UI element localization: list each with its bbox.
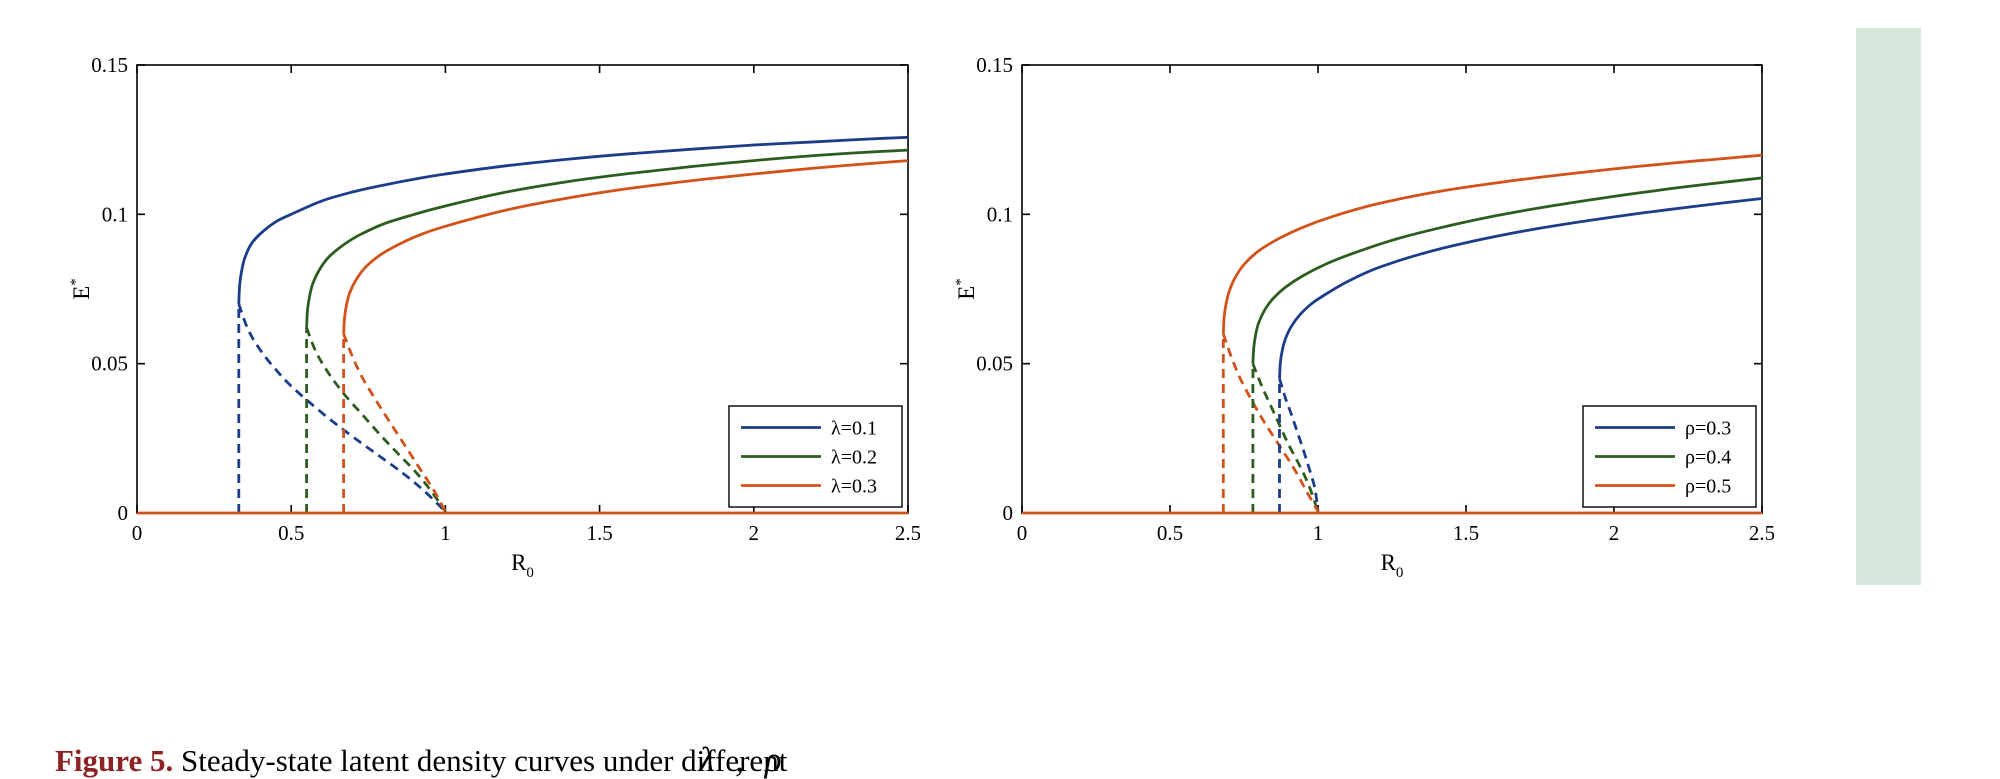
series-rho-0.4-stable (1251, 176, 1763, 364)
x-tick-label: 1.5 (1453, 521, 1479, 545)
series-lambda-0.1-unstable (237, 303, 447, 513)
y-tick-label: 0.15 (976, 53, 1013, 77)
y-tick-label: 0 (1003, 501, 1014, 525)
legend-entry-label: λ=0.1 (831, 418, 877, 440)
x-tick-label: 1.5 (586, 521, 612, 545)
figure-caption: Figure 5. Steady-state latent density cu… (55, 740, 788, 779)
y-tick-label: 0.05 (91, 352, 128, 376)
series-group (137, 135, 909, 515)
legend-entry-label: ρ=0.4 (1685, 447, 1731, 469)
plot-svg: 0 0.5 1 1.5 2 2.500.050.10.15R0E*ρ=0.3ρ=0.4ρ=… (953, 53, 1775, 581)
x-tick-label: 2.5 (1749, 521, 1774, 545)
caption-text: Steady-state latent density curves under… (173, 743, 788, 778)
right-plot: 0 0.5 1 1.5 2 2.5 0 0.05 0.1 0.15 R0 E* ρ=0.3 ρ=0.4 ρ=… (948, 18, 1775, 584)
left-plot: 0 0.5 1 1.5 2 2.5 0 0.05 0.1 0.15 R0 E* λ=0.1 λ=0.2 λ=… (58, 18, 921, 584)
x-tick-label: 1 (440, 521, 451, 545)
legend: λ=0.1 λ=0.2 λ=0.3 (728, 405, 903, 508)
series-lambda-0.3-unstable (342, 333, 447, 513)
x-tick-label: 2 (749, 521, 760, 545)
series-group (1022, 153, 1763, 515)
legend-entry-label: ρ=0.3 (1685, 418, 1731, 440)
x-tick-label: 0.5 (1157, 521, 1183, 545)
series-lambda-0.1-stable (237, 135, 909, 304)
legend-entry-label: λ=0.2 (831, 447, 877, 469)
plot-svg: 0 0.5 1 1.5 2 2.500.050.10.15R0E*λ=0.1λ=0.2λ=… (68, 53, 921, 581)
x-tick-label: 0.5 (278, 521, 304, 545)
series-rho-0.3-unstable (1278, 378, 1320, 512)
x-axis-label: R0 (511, 550, 534, 581)
x-axis-label: R0 (1381, 550, 1404, 581)
legend-entry-label: λ=0.3 (831, 476, 877, 498)
series-lambda-0.2-unstable (305, 327, 447, 513)
highlight-strip (1856, 28, 1921, 585)
x-tick-label: 0 (132, 521, 143, 545)
series-lambda-0.2-stable (305, 148, 909, 328)
series-rho-0.5-stable (1221, 153, 1763, 334)
y-tick-label: 0.15 (91, 53, 128, 77)
series-rho-0.5-unstable (1221, 333, 1320, 513)
x-tick-label: 0 (1017, 521, 1028, 545)
legend-entry-label: ρ=0.5 (1685, 476, 1731, 498)
y-axis-label: E* (68, 278, 94, 300)
y-tick-label: 0.1 (102, 202, 128, 226)
x-tick-label: 2 (1609, 521, 1620, 545)
x-tick-label: 2.5 (895, 521, 920, 545)
y-tick-label: 0.1 (987, 202, 1013, 226)
legend: ρ=0.3 ρ=0.4 ρ=0.5 (1582, 405, 1757, 508)
x-tick-label: 1 (1313, 521, 1324, 545)
series-lambda-0.3-stable (342, 159, 909, 334)
caption-math: λ , ρ (699, 740, 788, 779)
y-tick-label: 0.05 (976, 352, 1013, 376)
y-axis-label: E* (953, 278, 979, 300)
series-rho-0.3-stable (1278, 197, 1763, 379)
series-rho-0.4-unstable (1251, 363, 1320, 512)
y-tick-label: 0 (118, 501, 129, 525)
caption-label: Figure 5. (55, 743, 174, 778)
